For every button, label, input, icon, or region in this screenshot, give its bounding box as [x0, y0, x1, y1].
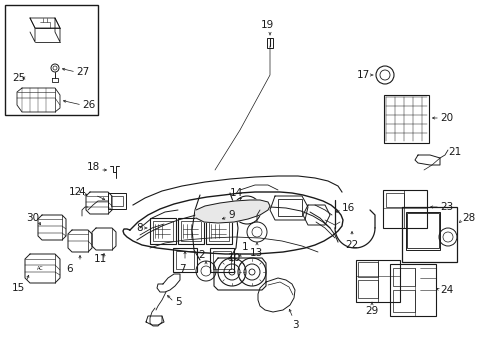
Bar: [181, 221, 201, 241]
Text: 21: 21: [447, 147, 460, 157]
Bar: [383, 95, 428, 143]
Text: 3: 3: [291, 320, 298, 330]
Polygon shape: [196, 200, 269, 223]
Bar: [389, 264, 435, 316]
Bar: [392, 268, 414, 286]
Text: 20: 20: [439, 113, 452, 123]
Bar: [153, 221, 173, 241]
Bar: [173, 248, 197, 272]
Text: 12: 12: [69, 187, 82, 197]
Bar: [355, 260, 399, 302]
Text: 23: 23: [439, 202, 452, 212]
Text: 10: 10: [227, 253, 241, 263]
Bar: [382, 190, 426, 228]
Bar: [150, 218, 176, 244]
Bar: [392, 290, 414, 312]
Bar: [405, 212, 439, 250]
Bar: [401, 207, 456, 262]
Text: 14: 14: [229, 188, 242, 198]
Bar: [213, 251, 230, 269]
Text: 19: 19: [260, 20, 273, 30]
Bar: [385, 193, 403, 207]
Text: 29: 29: [365, 306, 378, 316]
Text: 28: 28: [461, 213, 474, 223]
Text: 15: 15: [12, 283, 25, 293]
Text: 16: 16: [341, 203, 354, 213]
Text: 7: 7: [178, 264, 185, 274]
Text: 30: 30: [26, 213, 39, 223]
Text: 18: 18: [87, 162, 100, 172]
Bar: [357, 280, 377, 298]
Text: 6: 6: [66, 264, 73, 274]
Text: 26: 26: [82, 100, 95, 110]
Text: 8: 8: [136, 223, 142, 233]
Text: 4: 4: [79, 187, 85, 197]
Text: 1: 1: [241, 242, 248, 252]
Bar: [208, 221, 228, 241]
Bar: [111, 196, 123, 206]
Text: 2: 2: [198, 250, 205, 260]
Text: 5: 5: [175, 297, 181, 307]
Text: 17: 17: [356, 70, 369, 80]
Bar: [108, 193, 126, 209]
Text: 11: 11: [93, 254, 106, 264]
Text: 13: 13: [249, 248, 262, 258]
Bar: [178, 218, 203, 244]
Bar: [278, 199, 302, 216]
Text: 25: 25: [12, 73, 25, 83]
Bar: [266, 38, 272, 48]
Bar: [357, 262, 377, 277]
Text: 9: 9: [227, 210, 234, 220]
Bar: [209, 248, 234, 272]
Bar: [406, 213, 438, 248]
Text: 24: 24: [439, 285, 452, 295]
Text: AC: AC: [37, 266, 43, 270]
Bar: [176, 251, 194, 269]
Text: 27: 27: [76, 67, 89, 77]
Bar: [5, 5, 98, 115]
Bar: [205, 218, 231, 244]
Text: 22: 22: [345, 240, 358, 250]
